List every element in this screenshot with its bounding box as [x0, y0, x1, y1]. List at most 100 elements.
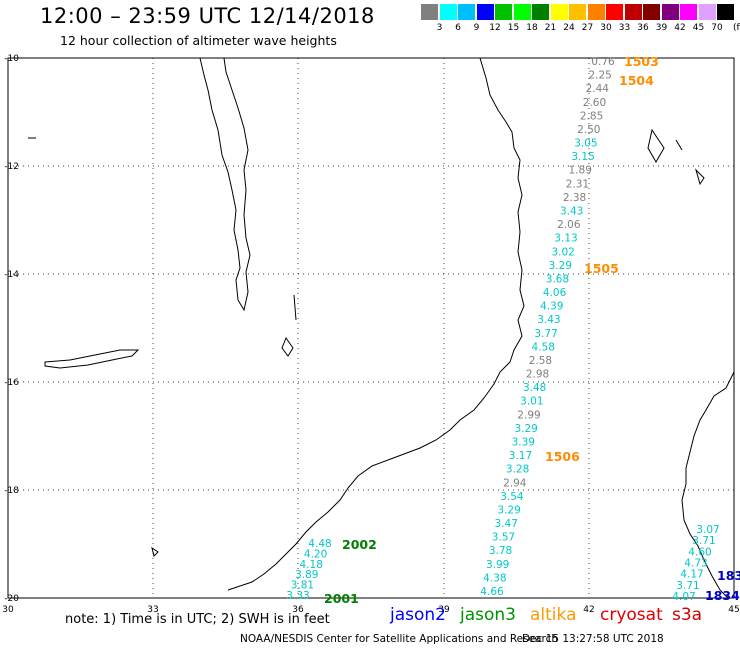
scale-label: 24 [563, 23, 575, 33]
wave-height-label: 3.17 [509, 450, 532, 462]
wave-height-label: 4.48 [308, 538, 331, 550]
lake-malawi [199, 57, 251, 312]
wave-height-label: 2.25 [588, 70, 611, 82]
wave-height-label: 3.71 [676, 580, 699, 592]
wave-height-label: 1.89 [569, 165, 592, 177]
scale-label: 18 [526, 23, 538, 33]
wave-height-label: 3.48 [523, 382, 546, 394]
wave-height-label: 3.47 [495, 518, 518, 530]
wave-height-label: 4.07 [672, 591, 695, 603]
wave-height-label: 3.33 [286, 590, 309, 602]
scale-swatch [458, 4, 475, 20]
wave-height-label: 3.99 [486, 559, 509, 571]
wave-height-label: 3.13 [554, 233, 577, 245]
wave-height-label: 3.57 [492, 532, 515, 544]
lat-label: -18 [4, 486, 19, 496]
pass-time-label: 1505 [584, 261, 619, 276]
wave-height-label: 4.18 [300, 559, 323, 571]
wave-height-label: 4.06 [543, 287, 567, 299]
wave-height-label: 3.01 [520, 396, 543, 408]
wave-height-label: 2.98 [526, 369, 549, 381]
timestamp-text: Dec 15 13:27:58 UTC 2018 [522, 633, 664, 645]
pass-time-label: 1504 [619, 73, 654, 88]
wave-height-label: 4.60 [688, 546, 711, 558]
scale-unit: (ft) [733, 23, 740, 33]
page-subtitle: 12 hour collection of altimeter wave hei… [60, 33, 337, 48]
legend-jason3: jason3 [460, 605, 516, 625]
grid [8, 58, 734, 598]
scale-swatch [698, 4, 716, 20]
scale-swatch [495, 4, 512, 20]
scale-label: 45 [692, 23, 705, 33]
lat-label: -16 [4, 378, 19, 388]
scale-swatch [532, 4, 549, 20]
wave-height-label: 3.81 [291, 580, 314, 592]
wave-height-label: 4.17 [680, 569, 703, 581]
coastlines [28, 57, 735, 599]
wave-height-label: 4.73 [684, 558, 707, 570]
wave-height-label: 3.43 [560, 205, 583, 217]
pass-time-label: 1506 [545, 449, 580, 464]
wave-height-label: 3.28 [506, 464, 529, 476]
pass-time-label: 1503 [624, 54, 659, 69]
wave-height-label: 3.29 [497, 504, 520, 516]
wave-height-label: 3.05 [574, 138, 597, 150]
wave-height-label: 4.66 [480, 586, 504, 598]
wave-height-label: 4.38 [483, 572, 506, 584]
wave-height-label: 3.71 [692, 535, 715, 547]
wave-height-label: 3.39 [512, 437, 535, 449]
wave-height-label: 3.43 [537, 314, 560, 326]
wave-height-label: 3.78 [489, 545, 512, 557]
scale-swatch [587, 4, 605, 20]
scale-swatch [513, 4, 531, 20]
wave-height-label: 2.06 [557, 219, 581, 231]
wave-height-label: 0.76 [591, 56, 615, 68]
legend-jason2: jason2 [390, 605, 446, 625]
scale-swatch [624, 4, 642, 20]
scale-swatch [439, 4, 457, 20]
scale-swatch [643, 4, 660, 20]
lake-malombe [281, 336, 294, 357]
wave-height-label: 2.50 [577, 124, 600, 136]
comoros [647, 128, 665, 164]
wave-height-label: 3.89 [295, 569, 318, 581]
scale-swatch [680, 4, 697, 20]
page-title: 12:00 – 23:59 UTC 12/14/2018 [40, 4, 375, 28]
wave-height-label: 3.54 [500, 491, 524, 503]
legend-s3a: s3a [672, 605, 703, 625]
credit-text: NOAA/NESDIS Center for Satellite Applica… [240, 633, 558, 645]
pass-time-label: 2002 [342, 537, 377, 552]
lon-label: 30 [2, 605, 14, 615]
lon-label: 36 [292, 605, 304, 615]
legend-cryosat: cryosat [600, 605, 663, 625]
wave-height-label: 4.58 [532, 341, 555, 353]
wave-height-label: 2.99 [517, 409, 540, 421]
scale-label: 9 [473, 23, 480, 33]
map-frame [7, 57, 735, 599]
pass-time-label: 183 [717, 568, 740, 583]
scale-label: 42 [674, 23, 686, 33]
lake-kariba [44, 349, 140, 369]
scale-label: 33 [618, 23, 631, 33]
scale-label: 21 [544, 23, 557, 33]
scale-label: 15 [507, 23, 520, 33]
wave-height-label: 3.07 [696, 524, 719, 536]
wave-height-label: 3.68 [546, 273, 569, 285]
scale-label: 12 [489, 23, 501, 33]
legend-altika: altika [530, 605, 577, 625]
scale-swatch [569, 4, 586, 20]
wave-height-label: 2.94 [503, 477, 527, 489]
wave-height-label: 3.02 [551, 246, 574, 258]
wave-height-label: 2.38 [563, 192, 586, 204]
scale-label: 39 [655, 23, 668, 33]
scale-swatch [476, 4, 494, 20]
lat-label: -14 [4, 270, 19, 280]
wave-height-label: 3.29 [549, 260, 572, 272]
axis-labels: 30 33 36 39 42 45 -10 -12 -14 -16 -18 -20 [2, 54, 739, 615]
track-labels: 0.76 2.252.44 2.602.85 2.50 3.053.15 1.892.31… [286, 56, 719, 603]
lat-label: -20 [4, 594, 19, 604]
wave-height-label: 3.77 [534, 328, 557, 340]
wave-height-label: 2.44 [586, 83, 610, 95]
wave-height-label: 4.20 [304, 548, 327, 560]
time-labels: 1503 1504 1505 1506 2002 2001 183 1834 [324, 54, 740, 606]
